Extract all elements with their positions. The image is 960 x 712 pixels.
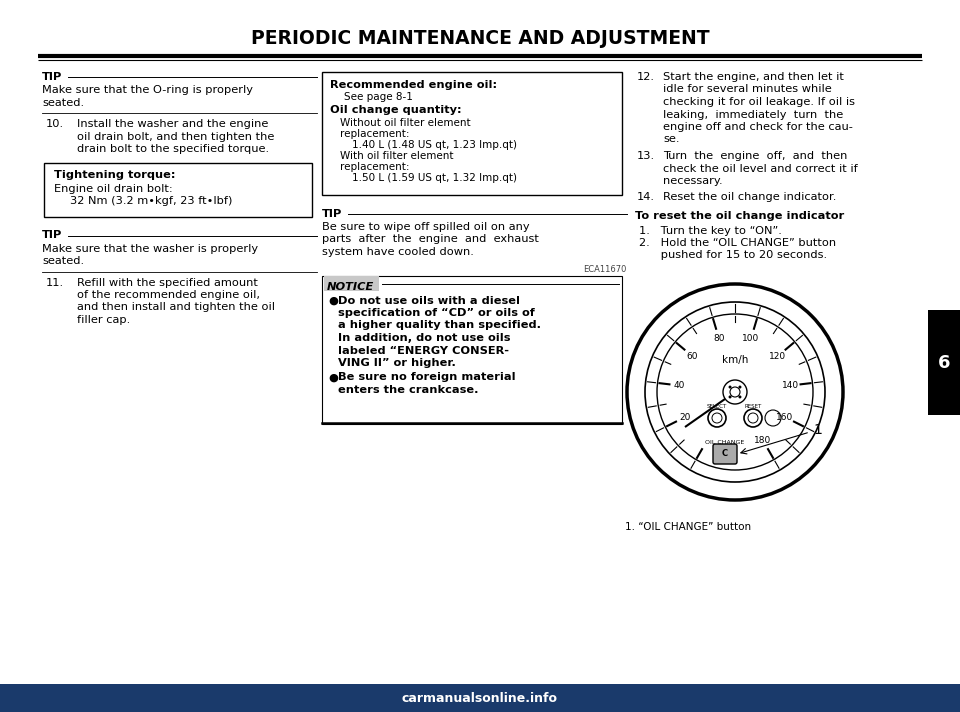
Text: seated.: seated. — [42, 256, 84, 266]
Text: replacement:: replacement: — [340, 129, 410, 139]
Text: 100: 100 — [742, 334, 759, 343]
FancyBboxPatch shape — [322, 276, 622, 424]
Text: seated.: seated. — [42, 98, 84, 108]
Text: replacement:: replacement: — [340, 162, 410, 172]
Text: oil drain bolt, and then tighten the: oil drain bolt, and then tighten the — [77, 132, 275, 142]
Circle shape — [723, 380, 747, 404]
Text: se.: se. — [663, 135, 680, 145]
Text: 160: 160 — [777, 413, 794, 422]
Text: carmanualsonline.info: carmanualsonline.info — [402, 691, 558, 704]
Text: 1.40 L (1.48 US qt, 1.23 lmp.qt): 1.40 L (1.48 US qt, 1.23 lmp.qt) — [352, 140, 517, 150]
Text: Start the engine, and then let it: Start the engine, and then let it — [663, 72, 844, 82]
Text: Without oil filter element: Without oil filter element — [340, 118, 470, 128]
Circle shape — [729, 386, 732, 389]
Text: 180: 180 — [755, 436, 772, 445]
Text: With oil filter element: With oil filter element — [340, 151, 453, 161]
Text: Recommended engine oil:: Recommended engine oil: — [330, 80, 497, 90]
Text: Make sure that the O-ring is properly: Make sure that the O-ring is properly — [42, 85, 253, 95]
Text: of the recommended engine oil,: of the recommended engine oil, — [77, 290, 260, 300]
FancyBboxPatch shape — [322, 72, 622, 195]
Text: OIL CHANGE: OIL CHANGE — [705, 439, 744, 444]
Text: ●: ● — [328, 295, 338, 305]
Circle shape — [730, 387, 740, 397]
Text: TIP: TIP — [322, 209, 343, 219]
Text: 13.: 13. — [637, 151, 655, 161]
Text: enters the crankcase.: enters the crankcase. — [338, 385, 478, 395]
Text: Reset the oil change indicator.: Reset the oil change indicator. — [663, 192, 836, 202]
Text: TIP: TIP — [42, 72, 62, 82]
Text: 6: 6 — [938, 354, 950, 372]
FancyBboxPatch shape — [324, 276, 379, 290]
Text: Do not use oils with a diesel: Do not use oils with a diesel — [338, 295, 520, 305]
Text: Engine oil drain bolt:: Engine oil drain bolt: — [54, 184, 173, 194]
Text: check the oil level and correct it if: check the oil level and correct it if — [663, 164, 857, 174]
Text: 11.: 11. — [46, 278, 64, 288]
Text: Be sure to wipe off spilled oil on any: Be sure to wipe off spilled oil on any — [322, 222, 530, 232]
Text: To reset the oil change indicator: To reset the oil change indicator — [635, 211, 844, 221]
FancyBboxPatch shape — [44, 162, 312, 216]
Text: 40: 40 — [674, 381, 685, 390]
Text: 140: 140 — [782, 381, 799, 390]
Text: 80: 80 — [713, 334, 725, 343]
Text: Tightening torque:: Tightening torque: — [54, 170, 176, 181]
Text: parts  after  the  engine  and  exhaust: parts after the engine and exhaust — [322, 234, 539, 244]
Circle shape — [744, 409, 762, 427]
FancyBboxPatch shape — [713, 444, 737, 464]
Text: labeled “ENERGY CONSER-: labeled “ENERGY CONSER- — [338, 345, 509, 355]
Text: system have cooled down.: system have cooled down. — [322, 247, 474, 257]
Text: necessary.: necessary. — [663, 176, 723, 186]
Text: and then install and tighten the oil: and then install and tighten the oil — [77, 303, 275, 313]
Text: RESET: RESET — [744, 404, 761, 409]
Text: 1. “OIL CHANGE” button: 1. “OIL CHANGE” button — [625, 522, 751, 532]
Text: In addition, do not use oils: In addition, do not use oils — [338, 333, 511, 343]
Text: 60: 60 — [686, 352, 698, 360]
Text: 20: 20 — [680, 413, 690, 422]
Text: 6-12: 6-12 — [467, 693, 493, 706]
Text: 120: 120 — [769, 352, 786, 360]
Text: SELECT: SELECT — [707, 404, 727, 409]
Text: checking it for oil leakage. If oil is: checking it for oil leakage. If oil is — [663, 97, 855, 107]
FancyBboxPatch shape — [0, 684, 960, 712]
Text: NOTICE: NOTICE — [327, 281, 374, 291]
Circle shape — [738, 395, 741, 399]
Text: 10.: 10. — [46, 119, 64, 129]
Text: See page 8-1: See page 8-1 — [344, 92, 413, 102]
Text: drain bolt to the specified torque.: drain bolt to the specified torque. — [77, 144, 269, 154]
Text: engine off and check for the cau-: engine off and check for the cau- — [663, 122, 852, 132]
Text: idle for several minutes while: idle for several minutes while — [663, 85, 831, 95]
Text: 12.: 12. — [637, 72, 655, 82]
Text: 1.50 L (1.59 US qt, 1.32 lmp.qt): 1.50 L (1.59 US qt, 1.32 lmp.qt) — [352, 173, 517, 183]
Circle shape — [748, 413, 758, 423]
Text: leaking,  immediately  turn  the: leaking, immediately turn the — [663, 110, 843, 120]
Text: Oil change quantity:: Oil change quantity: — [330, 105, 462, 115]
Text: ECA11670: ECA11670 — [584, 266, 627, 275]
Text: 1.   Turn the key to “ON”.: 1. Turn the key to “ON”. — [639, 226, 781, 236]
Text: C: C — [722, 449, 728, 459]
Text: 32 Nm (3.2 m•kgf, 23 ft•lbf): 32 Nm (3.2 m•kgf, 23 ft•lbf) — [70, 197, 232, 206]
Text: VING II” or higher.: VING II” or higher. — [338, 358, 456, 368]
Text: Be sure no foreign material: Be sure no foreign material — [338, 372, 516, 382]
Text: Refill with the specified amount: Refill with the specified amount — [77, 278, 258, 288]
Text: 2.   Hold the “OIL CHANGE” button: 2. Hold the “OIL CHANGE” button — [639, 238, 836, 248]
Text: 14.: 14. — [637, 192, 655, 202]
Text: ●: ● — [328, 372, 338, 382]
Circle shape — [712, 413, 722, 423]
Text: specification of “CD” or oils of: specification of “CD” or oils of — [338, 308, 535, 318]
Text: Turn  the  engine  off,  and  then: Turn the engine off, and then — [663, 151, 848, 161]
Text: PERIODIC MAINTENANCE AND ADJUSTMENT: PERIODIC MAINTENANCE AND ADJUSTMENT — [251, 28, 709, 48]
FancyBboxPatch shape — [928, 310, 960, 415]
Text: a higher quality than specified.: a higher quality than specified. — [338, 320, 541, 330]
Text: Make sure that the washer is properly: Make sure that the washer is properly — [42, 244, 258, 253]
Text: km/h: km/h — [722, 355, 748, 365]
Text: TIP: TIP — [42, 231, 62, 241]
Text: 1: 1 — [813, 423, 823, 437]
Text: Install the washer and the engine: Install the washer and the engine — [77, 119, 269, 129]
Circle shape — [708, 409, 726, 427]
Text: filler cap.: filler cap. — [77, 315, 131, 325]
Circle shape — [657, 314, 813, 470]
Circle shape — [738, 386, 741, 389]
Circle shape — [729, 395, 732, 399]
Text: pushed for 15 to 20 seconds.: pushed for 15 to 20 seconds. — [639, 251, 828, 261]
